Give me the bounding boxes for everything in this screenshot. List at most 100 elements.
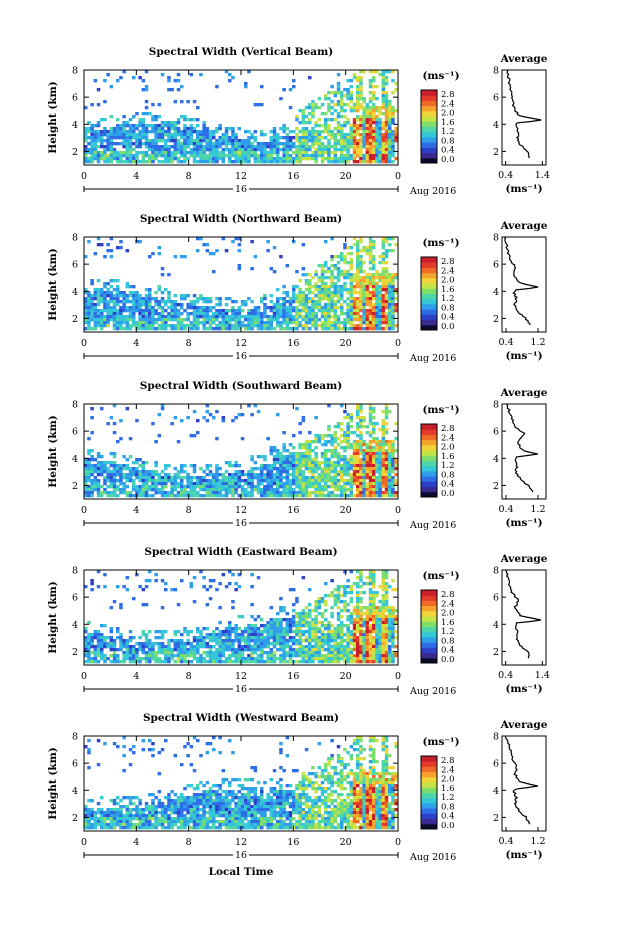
colorbar-swatch [421, 319, 437, 326]
x-tick-label: 16 [287, 171, 299, 182]
profile-frame [501, 735, 547, 832]
colorbar-tick-label: 2.0 [441, 443, 455, 453]
colorbar-swatch [421, 491, 437, 498]
colorbar-swatch [421, 90, 437, 96]
colorbar-swatch [421, 314, 437, 321]
profile-y-tick-label: 4 [493, 620, 499, 631]
colorbar-tick-label: 1.2 [441, 127, 455, 137]
colorbar-unit: (ms⁻¹) [422, 570, 459, 582]
y-tick-label: 4 [72, 620, 78, 631]
x-tick-label: 4 [133, 505, 139, 516]
x-tick-label: 12 [235, 505, 247, 516]
colorbar-tick-label: 0.0 [441, 489, 455, 499]
colorbar-tick-label: 2.0 [441, 609, 455, 619]
x-tick-label: 16 [287, 505, 299, 516]
profile-xlabel: (ms⁻¹) [505, 849, 542, 861]
profile-title: Average [500, 387, 548, 399]
profile-line [505, 569, 542, 659]
colorbar-tick-label: 2.0 [441, 276, 455, 286]
day-label-bg [233, 685, 249, 693]
x-tick-label: 8 [186, 837, 192, 848]
colorbar-swatch [421, 309, 437, 315]
month-label: Aug 2016 [409, 852, 456, 863]
profile-frame [501, 69, 547, 166]
colorbar-swatch [421, 787, 437, 793]
colorbar-swatch [421, 761, 437, 767]
colorbar-tick-label: 2.8 [441, 257, 455, 267]
heatmap [84, 70, 398, 164]
colorbar-swatch [421, 776, 437, 783]
colorbar-swatch [421, 142, 437, 148]
colorbar-swatch [421, 262, 437, 268]
profile-y-tick-label: 6 [493, 759, 499, 770]
profile-title: Average [500, 53, 548, 65]
colorbar-tick-label: 0.8 [441, 636, 455, 646]
colorbar-swatch [421, 267, 437, 274]
colorbar-swatch [421, 486, 437, 493]
colorbar-swatch [421, 455, 437, 461]
profile-y-tick-label: 4 [493, 120, 499, 131]
profile-y-tick-label: 6 [493, 260, 499, 271]
panel-title: Spectral Width (Vertical Beam) [149, 46, 333, 58]
x-tick-label: 0 [395, 671, 401, 682]
colorbar-swatch [421, 152, 437, 159]
colorbar-swatch [421, 823, 437, 830]
y-tick-label: 2 [72, 481, 78, 492]
x-tick-label: 8 [186, 671, 192, 682]
colorbar-tick-label: 0.4 [441, 646, 455, 656]
colorbar-swatch [421, 595, 437, 601]
day-label-bg [233, 352, 249, 360]
y-tick-label: 8 [72, 400, 78, 411]
profile-y-tick-label: 2 [493, 147, 499, 158]
y-tick-label: 8 [72, 732, 78, 743]
colorbar-unit: (ms⁻¹) [422, 70, 459, 82]
colorbar-swatch [421, 303, 437, 310]
panel-title: Spectral Width (Westward Beam) [143, 712, 339, 724]
y-tick-label: 6 [72, 593, 78, 604]
colorbar-swatch [421, 100, 437, 107]
heatmap [84, 237, 398, 331]
panel-2: Spectral Width (Southward Beam) 8 6 4 2 Heigh… [47, 380, 548, 531]
colorbar-swatch [421, 782, 437, 788]
colorbar-swatch [421, 450, 437, 456]
profile-x-tick-label: 0.4 [498, 504, 513, 515]
month-label: Aug 2016 [409, 686, 456, 697]
colorbar-swatch [421, 766, 437, 773]
profile-x-tick-label: 1.2 [530, 504, 545, 515]
x-tick-label: 0 [81, 671, 87, 682]
profile-x-tick-label: 1.2 [530, 337, 545, 348]
y-tick-label: 2 [72, 647, 78, 658]
colorbar-swatch [421, 481, 437, 488]
colorbar-swatch [421, 600, 437, 607]
profile-x-tick-label: 1.4 [535, 170, 550, 181]
colorbar-swatch [421, 110, 437, 117]
day-label: 16 [235, 184, 247, 195]
colorbar-swatch [421, 771, 437, 778]
y-tick-label: 6 [72, 427, 78, 438]
profile-title: Average [500, 220, 548, 232]
colorbar-tick-label: 1.6 [441, 118, 455, 128]
colorbar-tick-label: 0.8 [441, 303, 455, 313]
colorbar-swatch [421, 283, 437, 289]
colorbar-tick-label: 1.2 [441, 627, 455, 637]
x-tick-label: 0 [395, 171, 401, 182]
colorbar-swatch [421, 610, 437, 617]
panel-0: Spectral Width (Vertical Beam) 8 6 4 2 Height… [47, 46, 550, 197]
colorbar-swatch [421, 257, 437, 263]
x-tick-label: 16 [287, 338, 299, 349]
profile-y-tick-label: 6 [493, 427, 499, 438]
y-axis-label: Height (km) [47, 581, 59, 653]
colorbar-tick-label: 0.8 [441, 470, 455, 480]
x-tick-label: 12 [235, 171, 247, 182]
day-label-bg [233, 519, 249, 527]
profile-x-tick-label: 1.2 [530, 836, 545, 847]
x-tick-label: 4 [133, 338, 139, 349]
colorbar-swatch [421, 808, 437, 814]
colorbar-swatch [421, 642, 437, 648]
panel-title: Spectral Width (Eastward Beam) [144, 546, 337, 558]
colorbar-tick-label: 2.4 [441, 433, 455, 443]
y-tick-label: 4 [72, 454, 78, 465]
colorbar-tick-label: 1.6 [441, 784, 455, 794]
x-tick-label: 12 [235, 671, 247, 682]
